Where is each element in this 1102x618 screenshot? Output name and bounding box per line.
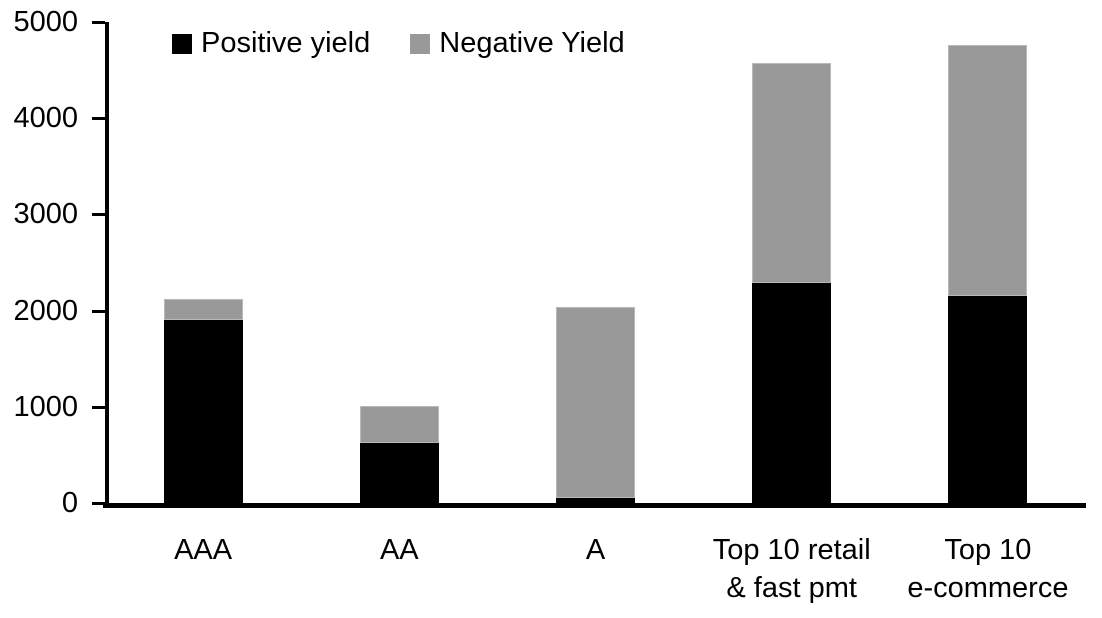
y-axis-tick-mark <box>92 213 105 217</box>
bar-segment-negative-yield-aa <box>359 405 439 444</box>
x-axis-category-label-line: Top 10 <box>944 534 1032 566</box>
bar-segment-negative-yield-aaa <box>163 299 243 321</box>
legend-label-positive-yield: Positive yield <box>201 27 371 59</box>
x-axis-line <box>103 503 1086 508</box>
bar-segment-negative-yield-top-10-retail-fast-pmt <box>752 63 832 283</box>
legend-item-positive-yield: Positive yield <box>172 27 370 60</box>
x-axis-category-label-top-10-e-commerce: Top 10 e-commerce <box>878 531 1098 607</box>
x-axis-category-label-line: e-commerce <box>907 572 1069 604</box>
bar-segment-positive-yield-top-10-e-commerce <box>948 296 1028 503</box>
negative-yield-swatch-icon <box>410 33 431 54</box>
positive-yield-swatch-icon <box>172 33 192 54</box>
legend-label-negative-yield: Negative Yield <box>439 27 625 59</box>
chart-legend: Positive yield Negative Yield <box>172 27 625 60</box>
y-axis-tick-mark <box>92 21 105 24</box>
y-axis-tick-mark <box>92 502 105 505</box>
x-axis-category-label-line: A <box>585 534 606 566</box>
y-axis-tick-mark <box>92 117 105 121</box>
x-axis-category-label-aaa: AAA <box>93 531 313 569</box>
y-axis-tick-label: 4000 <box>13 102 78 135</box>
x-axis-category-label-line: AAA <box>174 534 233 566</box>
x-axis-category-label-line: Top 10 retail <box>712 534 871 566</box>
bar-segment-positive-yield-aa <box>359 443 439 503</box>
y-axis-tick-mark <box>92 405 105 409</box>
y-axis-tick-label: 0 <box>61 487 78 519</box>
bar-segment-positive-yield-aaa <box>163 320 243 503</box>
legend-item-negative-yield: Negative Yield <box>410 27 625 60</box>
bar-segment-positive-yield-a <box>556 498 635 503</box>
x-axis-category-label-top-10-retail-fast-pmt: Top 10 retail & fast pmt <box>682 531 902 607</box>
y-axis-line <box>105 22 109 503</box>
x-axis-category-label-line: & fast pmt <box>726 572 857 604</box>
y-axis-tick-label: 2000 <box>13 294 78 327</box>
bar-segment-negative-yield-top-10-e-commerce <box>948 45 1028 297</box>
y-axis-tick-label: 1000 <box>13 390 78 423</box>
x-axis-category-label-line: AA <box>379 534 419 566</box>
y-axis-tick-mark <box>92 309 105 313</box>
y-axis-tick-label: 3000 <box>13 198 78 231</box>
bar-segment-negative-yield-a <box>556 306 635 499</box>
x-axis-category-label-aa: AA <box>289 531 509 569</box>
x-axis-category-label-a: A <box>486 531 706 569</box>
y-axis-tick-label: 5000 <box>13 6 78 38</box>
bar-segment-positive-yield-top-10-retail-fast-pmt <box>752 282 832 503</box>
